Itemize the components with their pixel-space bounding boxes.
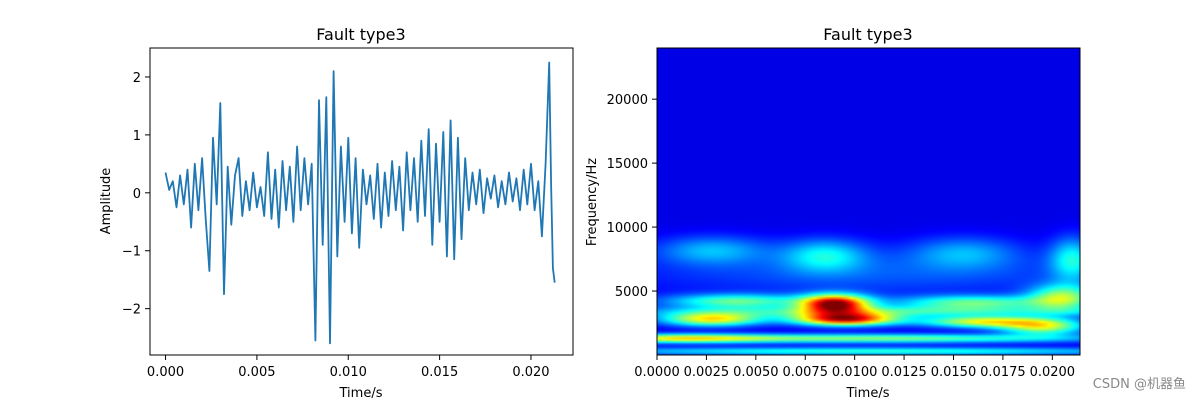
y-tick-label: 0 <box>133 187 141 202</box>
spectrogram-y-ticks: 5000 10000 15000 20000 <box>607 93 657 300</box>
amplitude-y-axis-label: Amplitude <box>99 168 114 235</box>
x-tick-label: 0.0125 <box>881 365 927 380</box>
x-tick-label: 0.0150 <box>931 365 977 380</box>
amplitude-series-line <box>164 61 556 345</box>
spectrogram-y-axis-label: Frequency/Hz <box>585 158 600 246</box>
amplitude-chart-title: Fault type3 <box>316 25 405 44</box>
x-tick-label: 0.0050 <box>733 365 779 380</box>
spectrogram-axes-frame <box>656 47 1081 356</box>
y-tick-label: 1 <box>133 129 141 144</box>
amplitude-x-ticks: 0.000 0.005 0.010 0.015 0.020 <box>147 355 550 380</box>
x-tick-label: 0.0175 <box>980 365 1026 380</box>
spectrogram-chart-title: Fault type3 <box>823 25 912 44</box>
x-tick-label: 0.0100 <box>832 365 878 380</box>
y-tick-label: 20000 <box>607 93 648 108</box>
watermark: CSDN @机器鱼 <box>1092 377 1186 392</box>
y-tick-label: −2 <box>122 303 141 318</box>
x-tick-label: 0.0200 <box>1030 365 1076 380</box>
y-tick-label: 10000 <box>607 221 648 236</box>
amplitude-axes-frame <box>149 47 574 356</box>
y-tick-label: −1 <box>122 245 141 260</box>
x-tick-label: 0.000 <box>147 365 184 380</box>
amplitude-x-axis-label: Time/s <box>339 386 383 400</box>
spectrogram-x-ticks: 0.0000 0.0025 0.0050 0.0075 0.0100 0.0125 0.01… <box>634 355 1075 380</box>
x-tick-label: 0.010 <box>330 365 367 380</box>
y-tick-label: 2 <box>133 71 141 86</box>
amplitude-y-ticks: −2 −1 0 1 2 <box>122 71 150 318</box>
x-tick-label: 0.005 <box>238 365 275 380</box>
amplitude-subplot: Fault type3 0.000 0.005 0.010 0.015 0.020 −2… <box>99 25 574 400</box>
spectrogram-heatmap <box>657 48 1080 355</box>
amplitude-plot-area <box>164 61 556 345</box>
x-tick-label: 0.015 <box>421 365 458 380</box>
x-tick-label: 0.0025 <box>684 365 730 380</box>
x-tick-label: 0.0000 <box>634 365 680 380</box>
spectrogram-x-axis-label: Time/s <box>846 386 890 400</box>
spectrogram-subplot: Fault type3 0.0000 0.0025 0.0050 0.0075 0.01… <box>585 25 1081 400</box>
x-tick-label: 0.0075 <box>782 365 828 380</box>
y-tick-label: 5000 <box>615 285 648 300</box>
x-tick-label: 0.020 <box>512 365 549 380</box>
y-tick-label: 15000 <box>607 157 648 172</box>
